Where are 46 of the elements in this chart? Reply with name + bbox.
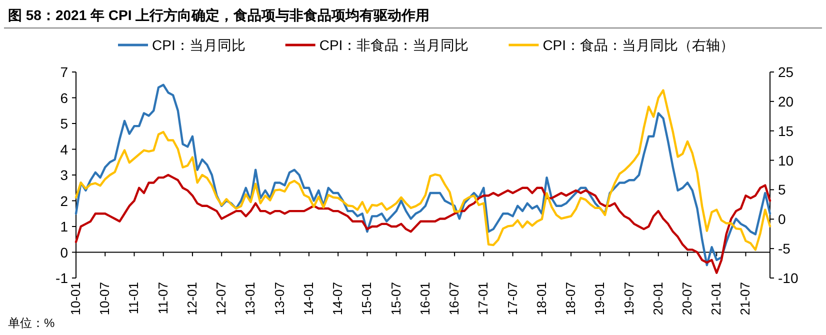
legend-label: CPI：食品：当月同比（右轴） <box>542 37 734 53</box>
x-tick-label: 17-07 <box>504 282 520 316</box>
y2-tick-label: 20 <box>778 93 794 110</box>
x-tick-label: 11-07 <box>155 282 170 314</box>
y-tick-label: 4 <box>60 141 68 158</box>
y2-tick-label: 25 <box>778 64 794 80</box>
y-tick-label: 1 <box>60 218 68 234</box>
legend-label: CPI：非食品：当月同比 <box>319 37 469 53</box>
y-tick-label: 3 <box>60 167 68 183</box>
x-tick-label: 21-01 <box>708 282 724 316</box>
y-tick-label: -1 <box>56 270 68 286</box>
x-tick-label: 15-01 <box>359 282 374 316</box>
x-tick-label: 14-01 <box>300 282 316 316</box>
x-tick-label: 15-07 <box>388 282 404 316</box>
x-tick-label: 12-01 <box>184 282 200 316</box>
y-tick-label: 5 <box>60 116 68 132</box>
x-tick-label: 20-07 <box>679 282 694 316</box>
y2-tick-label: -5 <box>778 240 791 257</box>
y-tick-label: 0 <box>60 244 68 260</box>
x-tick-label: 19-07 <box>621 282 636 316</box>
x-tick-label: 16-01 <box>417 282 432 316</box>
x-tick-label: 18-01 <box>534 282 549 316</box>
x-tick-label: 19-01 <box>592 282 608 316</box>
x-tick-label: 20-01 <box>650 282 666 316</box>
x-tick-label: 21-07 <box>738 282 753 316</box>
x-tick-label: 14-07 <box>330 282 346 316</box>
y2-tick-label: -10 <box>778 270 798 286</box>
y2-tick-label: 15 <box>778 122 794 139</box>
x-tick-label: 12-07 <box>214 282 229 316</box>
x-tick-label: 10-01 <box>68 282 83 316</box>
x-tick-label: 13-01 <box>242 282 258 316</box>
y-tick-label: 6 <box>60 90 68 106</box>
y-tick-label: 7 <box>60 64 68 80</box>
x-tick-label: 10-07 <box>97 282 112 316</box>
x-tick-label: 18-07 <box>563 282 578 316</box>
x-tick-label: 13-07 <box>272 282 287 316</box>
y2-tick-label: 10 <box>778 152 794 168</box>
text: 单位：% <box>8 316 55 330</box>
legend-label: CPI：当月同比 <box>152 37 246 53</box>
y2-tick-label: 0 <box>778 211 786 228</box>
y2-tick-label: 5 <box>778 182 786 198</box>
x-tick-label: 11-01 <box>126 282 142 314</box>
chart-title: 图 58：2021 年 CPI 上行方向确定，食品项与非食品项均有驱动作用 <box>8 7 430 23</box>
x-tick-label: 16-07 <box>446 282 462 316</box>
y-tick-label: 2 <box>60 192 68 209</box>
x-tick-label: 17-01 <box>476 282 491 316</box>
